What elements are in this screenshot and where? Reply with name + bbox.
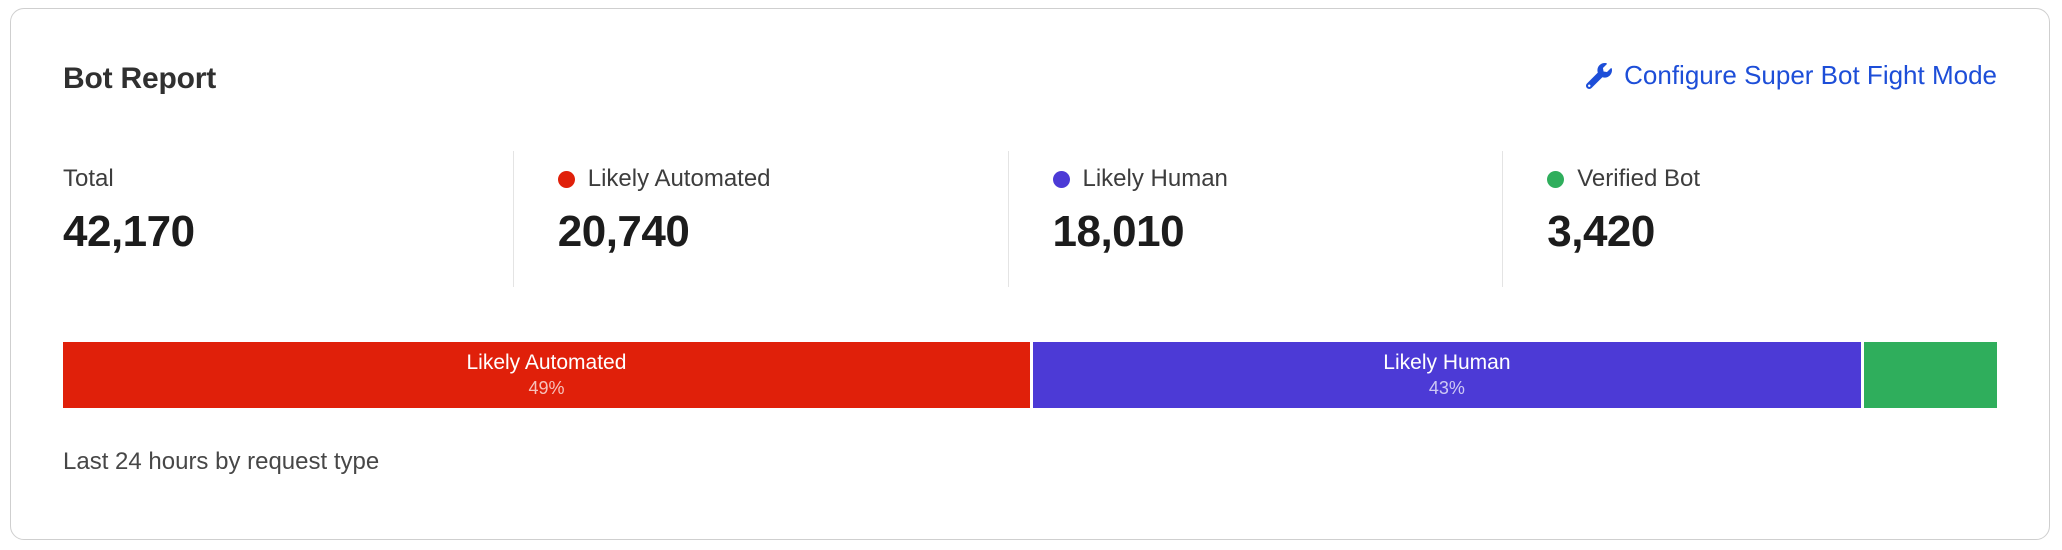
configure-super-bot-fight-mode-link[interactable]: Configure Super Bot Fight Mode [1586,59,1997,93]
stat-value: 20,740 [557,207,690,256]
stat-label: Likely Automated [587,165,771,192]
bar-segment-label: Likely Human [1383,351,1511,374]
stats-row: Total 42,170 Likely Automated 20,740 Lik… [63,151,1997,287]
stat-total: Total 42,170 [63,151,513,287]
legend-dot-likely-human [1052,170,1070,188]
stat-likely-automated: Likely Automated 20,740 [512,151,1008,287]
page-title: Bot Report [63,62,216,95]
stat-label-row: Total [63,165,513,193]
wrench-icon [1586,62,1613,89]
bar-segment-likely-human: Likely Human 43% [1032,342,1861,408]
bar-segment-verified-bot [1863,342,1997,408]
stat-value: 3,420 [1547,207,1655,256]
card-header: Bot Report Configure Super Bot Fight Mod… [63,59,1997,98]
bar-segment-label: Likely Automated [466,351,627,374]
bar-segment-percent: 43% [1428,378,1465,398]
stacked-bar-chart: Likely Automated 49% Likely Human 43% [63,342,1997,408]
stat-label: Verified Bot [1577,165,1700,192]
stat-verified-bot: Verified Bot 3,420 [1502,151,1997,287]
stat-label: Likely Human [1082,165,1228,192]
stat-label-row: Verified Bot [1547,165,1997,193]
stat-label-row: Likely Automated [557,165,1008,193]
configure-link-label: Configure Super Bot Fight Mode [1624,60,1997,90]
bar-segment-likely-automated: Likely Automated 49% [63,342,1030,408]
legend-dot-verified-bot [1547,170,1565,188]
stat-label-row: Likely Human [1052,165,1503,193]
stat-value: 42,170 [63,207,195,256]
stat-label: Total [63,165,114,192]
legend-dot-likely-automated [557,170,575,188]
bar-segment-percent: 49% [528,378,565,398]
bot-report-card: Bot Report Configure Super Bot Fight Mod… [10,8,2050,540]
stat-likely-human: Likely Human 18,010 [1007,151,1503,287]
chart-caption: Last 24 hours by request type [63,448,380,475]
stat-value: 18,010 [1052,207,1185,256]
